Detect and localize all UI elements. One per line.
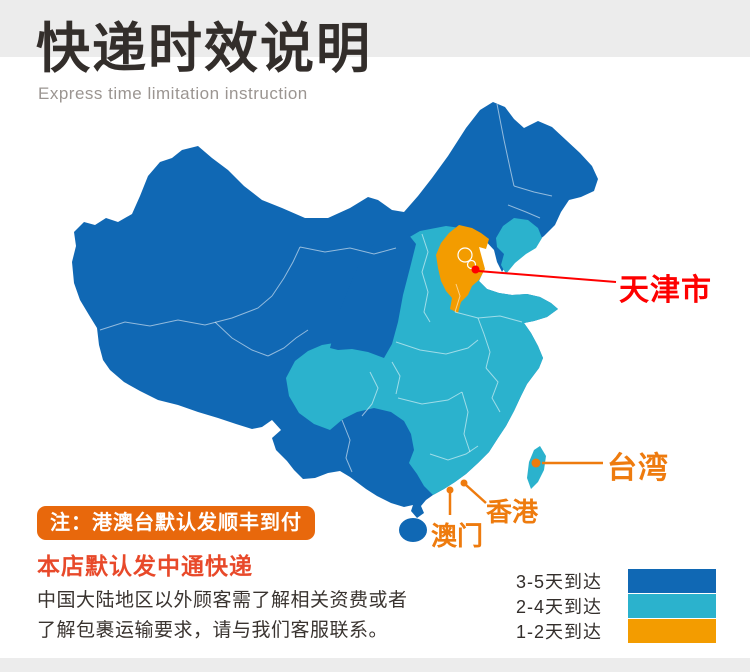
callout-label-hongkong: 香港 (486, 497, 539, 527)
tianjin-marker (471, 265, 617, 283)
top-gray-band (0, 0, 750, 57)
delivery-legend: 3-5天到达 2-4天到达 1-2天到达 (420, 569, 716, 644)
overseas-note-text: 中国大陆地区以外顾客需了解相关资费或者 了解包裹运输要求，请与我们客服联系。 (37, 586, 408, 646)
overseas-note-line2: 了解包裹运输要求，请与我们客服联系。 (37, 620, 389, 641)
legend-swatch-orange (628, 619, 716, 643)
map-shaanxi-dark-wedge (330, 234, 416, 358)
legend-swatch-blue (628, 569, 716, 593)
map-zone-1-2-days (436, 225, 489, 313)
beijing-tianjin-outlines (457, 247, 477, 270)
hongkong-leader-line (465, 484, 487, 504)
tianjin-dot-icon (471, 265, 480, 274)
map-taiwan-island (527, 446, 546, 489)
callout-label-tianjin: 天津市 (619, 274, 712, 307)
overseas-note-line1: 中国大陆地区以外顾客需了解相关资费或者 (37, 590, 408, 611)
map-liaoning-region (496, 218, 542, 274)
page-subtitle: Express time limitation instruction (38, 84, 308, 103)
legend-row-1-2-days: 1-2天到达 (420, 619, 716, 643)
default-courier-headline: 本店默认发中通快递 (37, 553, 253, 579)
orange-markers (446, 458, 603, 515)
callout-label-taiwan: 台湾 (607, 452, 669, 485)
taiwan-dot-icon (531, 458, 541, 468)
callout-label-macau: 澳门 (431, 521, 484, 551)
note-badge: 注：港澳台默认发顺丰到付 (37, 506, 315, 540)
map-zone-2-4-days (286, 226, 558, 495)
bottom-gray-band (0, 658, 750, 672)
legend-label: 3-5天到达 (515, 572, 602, 592)
legend-label: 2-4天到达 (515, 597, 602, 617)
legend-swatch-cyan (628, 594, 716, 618)
macau-dot-icon (446, 486, 454, 494)
legend-row-2-4-days: 2-4天到达 (420, 594, 716, 618)
legend-row-3-5-days: 3-5天到达 (420, 569, 716, 593)
page-title: 快递时效说明 (36, 19, 372, 79)
province-borders (99, 103, 553, 473)
map-hainan-island (399, 518, 427, 542)
legend-label: 1-2天到达 (515, 622, 602, 642)
hongkong-dot-icon (460, 479, 468, 487)
tianjin-leader-line (477, 270, 617, 283)
